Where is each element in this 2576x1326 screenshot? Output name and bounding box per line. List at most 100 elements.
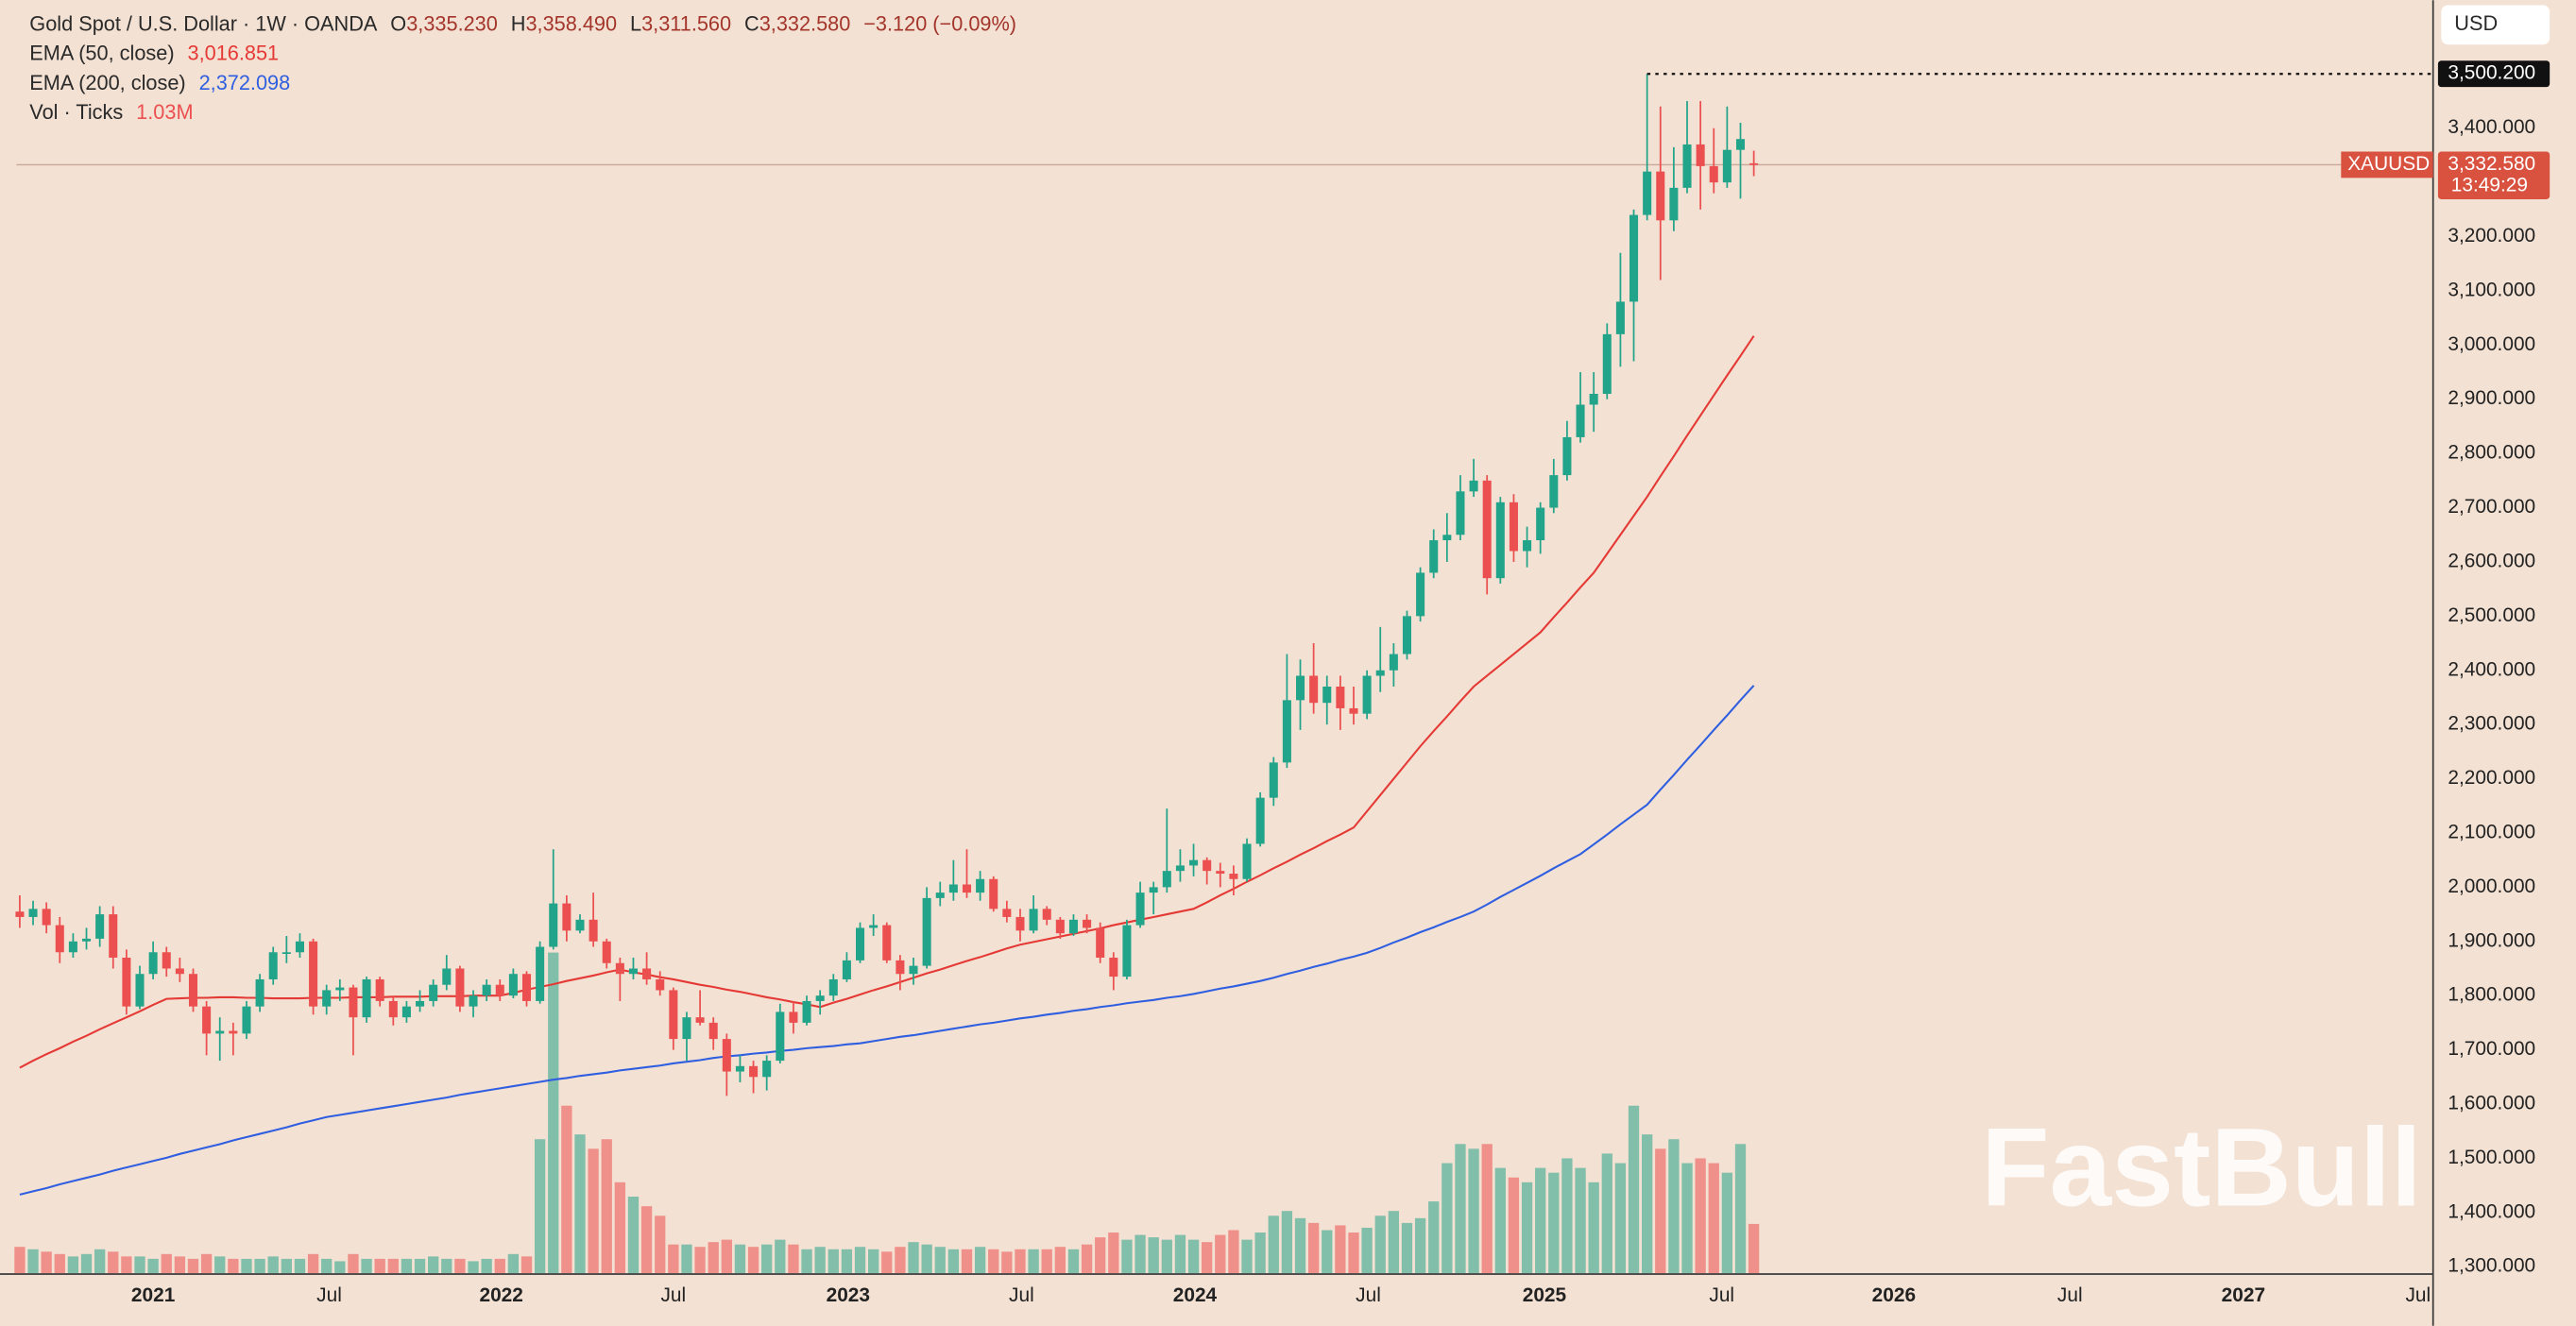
low-label: L — [630, 11, 641, 35]
x-tick-label: 2024 — [1173, 1284, 1218, 1306]
candle-body — [1722, 149, 1732, 183]
volume-bar — [321, 1258, 333, 1274]
volume-bar — [1161, 1239, 1172, 1274]
volume-bar — [640, 1206, 653, 1274]
y-tick-label: 2,900.000 — [2448, 387, 2535, 409]
y-tick-label: 2,200.000 — [2448, 767, 2535, 789]
volume-bar — [374, 1258, 385, 1274]
volume-bar — [721, 1239, 732, 1274]
candle-body — [15, 911, 25, 917]
volume-value: 1.03M — [136, 100, 193, 124]
candle-body — [602, 941, 611, 963]
candle-body — [322, 990, 332, 1007]
x-tick-label: Jul — [2057, 1284, 2083, 1306]
candle-body — [869, 925, 879, 928]
watermark: FastBull — [1981, 1106, 2421, 1231]
volume-bar — [734, 1244, 746, 1274]
volume-bar — [54, 1253, 65, 1274]
x-tick-label: 2021 — [131, 1284, 176, 1306]
volume-bar — [1428, 1201, 1440, 1274]
volume-bar — [1054, 1247, 1066, 1274]
candle-body — [682, 1017, 691, 1040]
volume-bar — [1041, 1249, 1052, 1274]
y-tick-label: 3,000.000 — [2448, 333, 2535, 355]
volume-bar — [1401, 1222, 1413, 1274]
volume-bar — [801, 1249, 812, 1274]
volume-bar — [494, 1258, 505, 1274]
plot-area — [14, 73, 2433, 1274]
volume-bar — [961, 1249, 973, 1274]
volume-bar — [1095, 1237, 1106, 1274]
volume-bar — [1655, 1148, 1666, 1274]
volume-bar — [414, 1258, 426, 1274]
volume-bar — [1174, 1234, 1186, 1274]
candle-body — [1523, 539, 1532, 552]
ema-line — [19, 335, 1755, 1069]
volume-bar — [348, 1253, 359, 1274]
y-tick-label: 3,100.000 — [2448, 279, 2535, 300]
x-tick-label: 2026 — [1872, 1284, 1916, 1306]
candle-body — [762, 1061, 772, 1078]
volume-bar — [294, 1258, 306, 1274]
candle-body — [1749, 162, 1759, 165]
candle-body — [1709, 165, 1718, 183]
candle-body — [962, 884, 972, 893]
candle-body — [722, 1039, 731, 1072]
volume-bar — [694, 1247, 706, 1274]
candle-body — [776, 1012, 785, 1062]
candle-body — [109, 914, 118, 959]
y-tick-label: 1,500.000 — [2448, 1147, 2535, 1168]
volume-bar — [827, 1249, 839, 1274]
volume-bar — [147, 1258, 159, 1274]
candle-body — [42, 909, 51, 926]
candle-body — [349, 987, 358, 1018]
volume-bar — [1388, 1211, 1400, 1274]
volume-bar — [468, 1261, 479, 1274]
candle-body — [122, 958, 131, 1007]
candle-body — [1402, 616, 1411, 654]
price-tag — [2437, 151, 2550, 199]
candle-body — [1309, 675, 1319, 704]
candle-body — [1375, 670, 1385, 676]
indicator-value: 3,016.851 — [188, 41, 280, 64]
y-tick-label: 2,800.000 — [2448, 442, 2535, 464]
volume-bar — [214, 1256, 226, 1274]
y-tick-label: 3,200.000 — [2448, 225, 2535, 246]
candle-body — [589, 919, 598, 942]
candle-body — [1429, 539, 1439, 573]
volume-bar — [1268, 1216, 1279, 1274]
candle-body — [935, 892, 945, 898]
candle-body — [1656, 171, 1665, 221]
volume-bar — [655, 1216, 666, 1274]
candle-body — [375, 978, 384, 1001]
candle-body — [1442, 535, 1452, 540]
candle-body — [215, 1030, 225, 1034]
volume-bar — [841, 1249, 853, 1274]
volume-bar — [80, 1253, 93, 1274]
candle-body — [1229, 874, 1238, 879]
volume-bar — [361, 1258, 372, 1274]
price-tag-label: 3,332.580 — [2448, 153, 2535, 175]
symbol: Gold Spot / U.S. Dollar · 1W · OANDA — [29, 11, 378, 35]
candle-body — [842, 960, 851, 979]
volume-bar — [854, 1247, 866, 1274]
candle-body — [628, 968, 638, 975]
candle-body — [1042, 909, 1051, 920]
y-tick-label: 2,500.000 — [2448, 604, 2535, 626]
volume-bar — [761, 1244, 773, 1274]
volume-bar — [668, 1244, 679, 1274]
candle-body — [1482, 480, 1492, 579]
volume-bar — [1028, 1249, 1039, 1274]
candle-body — [28, 909, 38, 917]
low: 3,311.560 — [641, 11, 731, 35]
candle-body — [482, 984, 491, 996]
symbol-tag — [2341, 151, 2433, 178]
volume-bar — [1108, 1232, 1119, 1274]
volume-bar — [1294, 1217, 1306, 1274]
volume-bar — [401, 1258, 413, 1274]
currency-button[interactable] — [2441, 5, 2550, 45]
volume-legend: Vol · Ticks 1.03M — [29, 100, 193, 124]
currency-label[interactable]: USD — [2454, 11, 2498, 35]
candle-body — [989, 878, 998, 910]
candle-body — [1682, 144, 1692, 188]
